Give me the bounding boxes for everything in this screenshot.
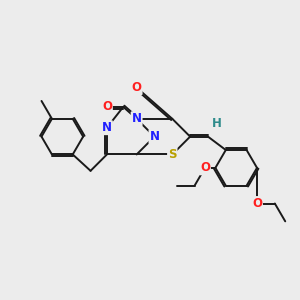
Text: O: O [200,161,210,174]
Text: N: N [102,121,112,134]
Text: O: O [252,197,262,210]
Text: N: N [132,112,142,125]
Text: H: H [212,117,222,130]
Text: O: O [102,100,112,113]
Text: O: O [132,81,142,94]
Text: S: S [168,148,176,161]
Text: N: N [149,130,160,143]
